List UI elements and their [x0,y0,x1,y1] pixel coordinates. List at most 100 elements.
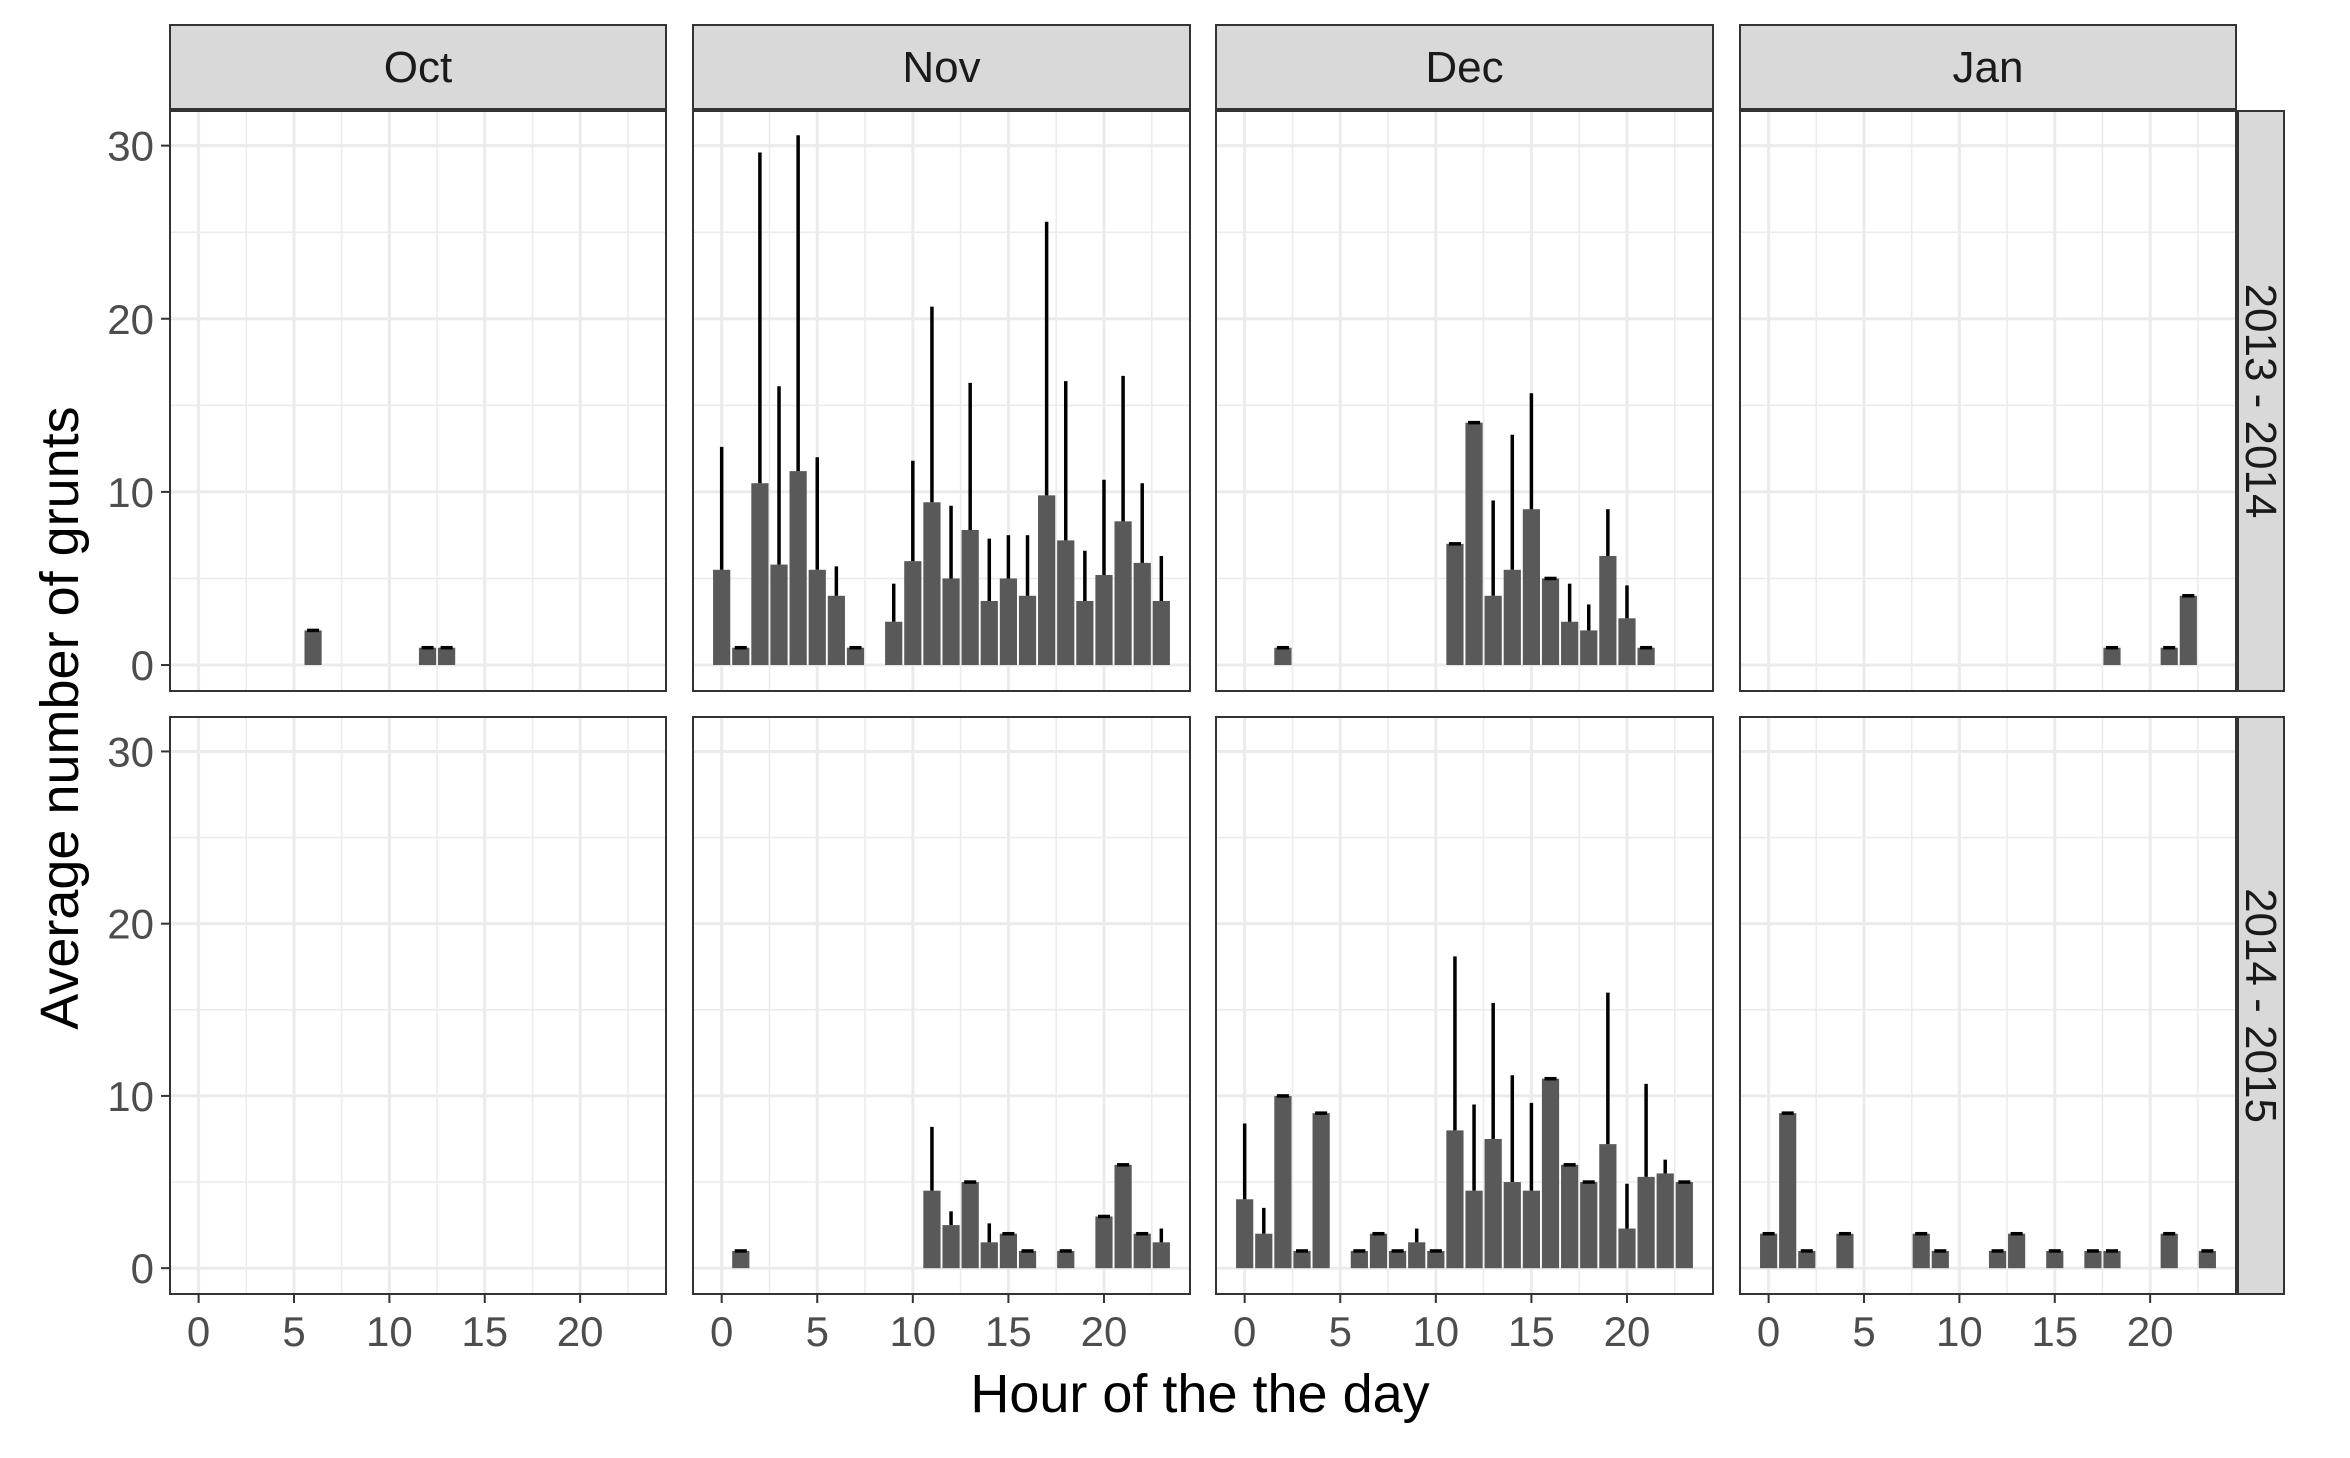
bar-hour-18 [1580,630,1598,666]
x-tick-label: 20 [1081,1308,1128,1355]
x-axes: 0 5 10 15 20 0 5 10 15 20 0 5 10 15 20 0 5 10 15 20 [187,1294,2174,1355]
panel-border [1739,716,2237,1295]
strip-label-jan: Jan [1953,43,2024,92]
panel-2014-2015-oct [169,716,667,1295]
bar-hour-16 [1541,1078,1560,1269]
bar-hour-2 [1798,1250,1816,1269]
bar-hour-14 [1503,1182,1521,1269]
bar-hour-12 [1465,1190,1483,1269]
bar-hour-1 [1255,1233,1273,1269]
strip-label-2014-2015: 2014 - 2015 [2236,888,2285,1123]
panel-border [169,716,667,1295]
bar-hour-7 [846,647,865,666]
bar-hour-21 [2160,1233,2178,1269]
x-tick-label: 5 [806,1308,829,1355]
bar-hour-15 [999,578,1018,666]
panel-border [1739,110,2237,692]
bar-hour-0 [1236,1199,1254,1269]
x-tick-label: 10 [1936,1308,1983,1355]
bar-hour-14 [980,600,998,666]
bar-hour-21 [1114,1164,1132,1269]
bar-hour-11 [923,502,941,666]
bar-hour-11 [1446,1130,1464,1269]
y-tick-label: 0 [131,1245,154,1292]
y-tick-label: 0 [131,642,154,689]
bar-hour-4 [1836,1233,1854,1269]
bar-hour-4 [1312,1113,1330,1269]
x-tick-label: 5 [1852,1308,1875,1355]
bar-hour-4 [789,471,807,666]
bar-hour-21 [2160,647,2178,666]
panel-2013-2014-dec [1215,110,1714,692]
bar-hour-21 [1637,1176,1655,1269]
bar-hour-22 [2179,595,2197,666]
bar-hour-14 [980,1242,998,1269]
bar-hour-17 [2084,1250,2102,1269]
bar-hour-13 [961,529,979,666]
bar-hour-16 [1541,578,1560,666]
facet-panels [169,110,2237,1295]
bar-hour-13 [2008,1233,2026,1269]
bar-hour-18 [1057,1250,1075,1269]
panel-border [692,716,1191,1295]
panel-border [1215,110,1714,692]
bar-hour-13 [438,647,456,666]
panel-2014-2015-jan [1739,716,2237,1295]
panel-border [692,110,1191,692]
bar-hour-18 [1057,540,1075,666]
bar-hour-8 [1388,1250,1407,1269]
bar-hour-16 [1018,595,1037,666]
bar-hour-12 [1465,422,1483,666]
bar-hour-18 [2103,1250,2121,1269]
bar-hour-22 [1133,1233,1151,1269]
bar-hour-1 [732,647,750,666]
bar-hour-12 [942,1225,960,1269]
bar-hour-9 [1408,1242,1426,1269]
strip-2014-2015 [2237,716,2285,1295]
bar-hour-19 [1599,1144,1617,1269]
bar-hour-5 [808,569,826,666]
bar-hour-18 [1580,1182,1598,1269]
bar-hour-14 [1503,569,1521,666]
x-tick-label: 0 [187,1308,210,1355]
y-tick-label: 10 [107,1073,154,1120]
panel-background [693,717,1190,1294]
bar-hour-23 [2198,1250,2216,1269]
bar-hour-6 [827,595,845,666]
bar-hour-0 [1760,1233,1778,1269]
bar-hour-1 [732,1250,750,1269]
panel-border [169,110,667,692]
x-tick-label: 5 [1329,1308,1352,1355]
panel-background [1216,717,1713,1294]
x-axis-title: Hour of the the day [970,1364,1429,1424]
bar-hour-2 [1274,1095,1292,1269]
strip-oct [169,24,667,110]
bar-hour-19 [1076,600,1094,666]
bar-hour-21 [1637,647,1655,666]
bar-hour-0 [713,569,731,666]
x-tick-label: 10 [366,1308,413,1355]
bar-hour-18 [2103,647,2121,666]
bar-hour-15 [999,1233,1018,1269]
bar-hour-12 [1988,1250,2007,1269]
strip-nov [692,24,1191,110]
panel-background [170,111,666,691]
panel-background [1740,111,2236,691]
bar-hour-12 [942,578,960,666]
bar-hour-10 [904,561,922,666]
bar-hour-20 [1618,618,1636,666]
row-strips: 2013 - 2014 2014 - 2015 [2236,110,2285,1295]
panel-2013-2014-nov [692,110,1191,692]
panel-background [170,717,666,1294]
bar-hour-17 [1561,621,1579,666]
bar-hour-22 [1133,562,1151,666]
panel-2014-2015-dec [1215,716,1714,1295]
bar-hour-11 [1446,543,1464,666]
bar-hour-1 [1779,1113,1797,1269]
bar-hour-2 [1274,647,1292,666]
bar-hour-23 [1152,1242,1170,1269]
column-strips: Oct Nov Dec Jan [169,24,2237,110]
bar-hour-6 [304,630,322,666]
bar-hour-11 [923,1190,941,1269]
